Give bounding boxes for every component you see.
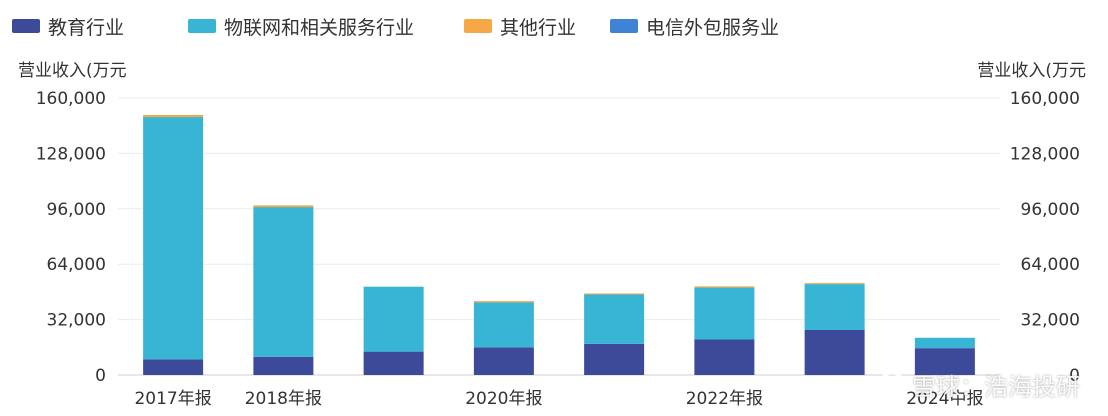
x-tick-label: 2024中报 — [906, 389, 983, 409]
y-axis-title-left: 营业收入(万元 — [18, 61, 127, 81]
bar-segment — [253, 205, 314, 208]
legend-label: 物联网和相关服务行业 — [224, 16, 415, 39]
bar-segment — [804, 329, 865, 375]
y-tick-label-left: 32,000 — [47, 311, 106, 331]
bar-segment — [694, 286, 755, 288]
bar-segment — [914, 337, 975, 349]
bar-segment — [584, 294, 645, 344]
bar-segment — [473, 347, 534, 375]
bar-segment — [143, 114, 204, 118]
x-tick-label: 2017年报 — [134, 389, 211, 409]
legend-item[interactable]: 其他行业 — [464, 12, 576, 40]
y-tick-label-right: 128,000 — [1010, 144, 1080, 164]
bar-segment — [804, 284, 865, 330]
watermark-text: 雪球：浩海投研 — [912, 373, 1080, 401]
bar-segment — [694, 339, 755, 375]
y-tick-label-right: 160,000 — [1010, 89, 1080, 109]
bar-segment — [473, 301, 534, 303]
legend-label: 电信外包服务业 — [646, 16, 780, 39]
bar-segment — [363, 351, 424, 375]
bar-segment — [584, 293, 645, 295]
legend-swatch — [610, 19, 638, 33]
snowball-logo-icon — [878, 371, 906, 398]
y-axis-title-right: 营业收入(万元 — [977, 61, 1086, 81]
legend-swatch — [188, 19, 216, 33]
legend-item[interactable]: 电信外包服务业 — [610, 12, 779, 40]
bar-segment — [253, 207, 314, 357]
y-tick-label-left: 0 — [95, 366, 106, 386]
bar-segment — [363, 286, 424, 352]
bar-segment — [804, 283, 865, 285]
chart-legend: 教育行业 物联网和相关服务行业 其他行业 电信外包服务业 — [12, 12, 1012, 40]
legend-swatch — [12, 19, 40, 33]
bar-segment — [584, 343, 645, 375]
y-tick-label-left: 96,000 — [47, 200, 106, 220]
y-tick-label-left: 160,000 — [36, 89, 106, 109]
legend-swatch — [464, 19, 492, 33]
bar-segment — [694, 287, 755, 340]
x-tick-label: 2018年报 — [245, 389, 322, 409]
y-tick-label-right: 96,000 — [1021, 200, 1080, 220]
y-tick-label-right: 32,000 — [1021, 311, 1080, 331]
legend-item[interactable]: 教育行业 — [12, 12, 124, 40]
y-tick-label-right: 0 — [1069, 366, 1080, 386]
x-tick-label: 2020年报 — [465, 389, 542, 409]
legend-label: 教育行业 — [48, 16, 125, 39]
x-tick-label: 2022年报 — [686, 389, 763, 409]
bar-segment — [253, 356, 314, 375]
bar-segment — [914, 348, 975, 375]
legend-label: 其他行业 — [500, 16, 577, 39]
legend-item[interactable]: 物联网和相关服务行业 — [188, 12, 414, 40]
y-tick-label-left: 128,000 — [36, 144, 106, 164]
y-tick-label-right: 64,000 — [1021, 255, 1080, 275]
bar-segment — [473, 302, 534, 348]
y-tick-label-left: 64,000 — [47, 255, 106, 275]
bar-segment — [143, 117, 204, 360]
watermark: 雪球：浩海投研 — [878, 367, 1080, 402]
bar-segment — [143, 359, 204, 375]
